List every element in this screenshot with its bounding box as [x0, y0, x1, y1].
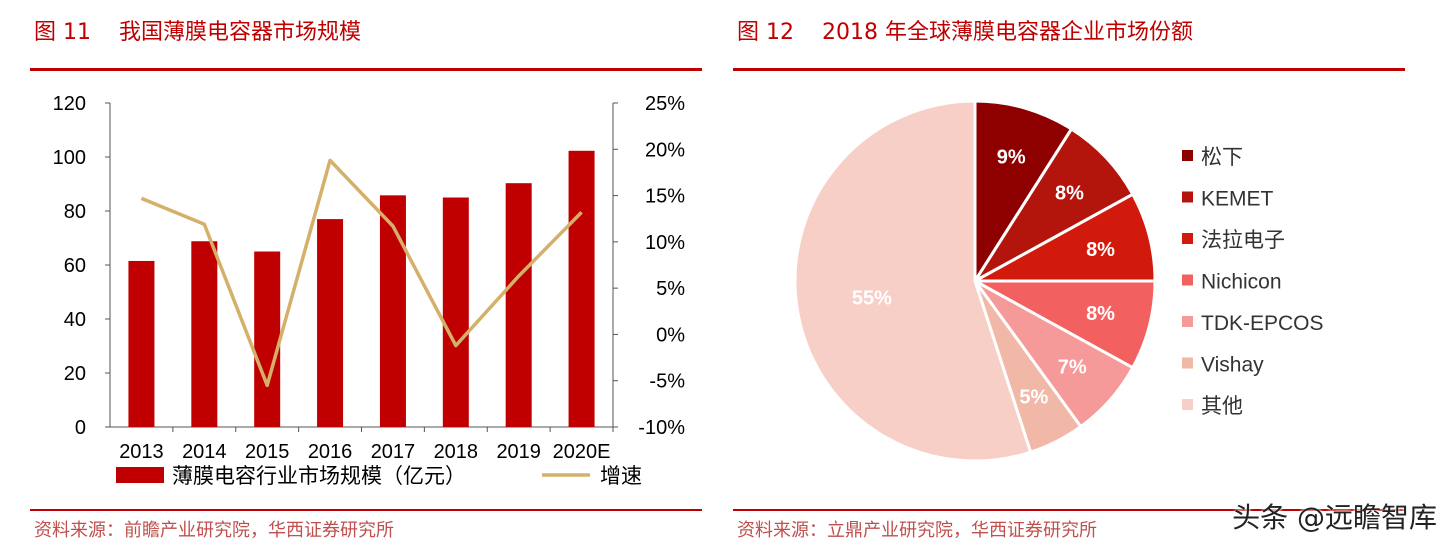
legend-swatch	[1182, 357, 1193, 369]
left-tick-label: 40	[64, 309, 86, 331]
legend-swatch	[1182, 233, 1193, 244]
bar-2013	[128, 260, 155, 427]
pie-data-label: 9%	[997, 147, 1026, 169]
pie-slice-nichicon	[974, 279, 1157, 370]
figure-11-source: 资料来源：前瞻产业研究院，华西证券研究所	[34, 520, 394, 541]
legend-swatch	[1182, 191, 1193, 203]
x-tick-label: 2018	[434, 441, 479, 463]
pie-slice--	[793, 99, 1033, 463]
right-tick-label: 20%	[645, 139, 685, 161]
x-tick-label: 2015	[245, 441, 290, 463]
legend-label: 其他	[1201, 395, 1243, 418]
figure-12-source: 资料来源：立鼎产业研究院，华西证券研究所	[737, 520, 1097, 541]
legend-bar-label: 薄膜电容行业市场规模（亿元）	[172, 465, 466, 488]
left-tick-label: 100	[53, 147, 86, 169]
legend-label: Nichicon	[1201, 271, 1282, 294]
bar-2014	[191, 241, 218, 427]
legend-bar-swatch	[116, 467, 164, 483]
legend-label: KEMET	[1201, 188, 1274, 211]
pie-data-label: 55%	[852, 287, 892, 309]
figure-11-number: 图 11	[34, 20, 91, 45]
legend-label: TDK-EPCOS	[1201, 312, 1324, 335]
pie-data-label: 8%	[1055, 182, 1084, 204]
x-tick-label: 2013	[119, 441, 164, 463]
pie-data-label: 8%	[1086, 303, 1115, 325]
right-tick-label: 15%	[645, 186, 685, 208]
figure-12-bottom-rule	[733, 509, 1405, 511]
pie-data-label: 7%	[1058, 357, 1087, 379]
growth-rate-line	[140, 158, 583, 388]
legend-label: 松下	[1201, 146, 1243, 169]
figure-11-caption: 我国薄膜电容器市场规模	[119, 20, 362, 45]
x-tick-label: 2020E	[553, 441, 611, 463]
figure-12-caption: 2018 年全球薄膜电容器企业市场份额	[822, 20, 1193, 45]
legend-label: 法拉电子	[1201, 229, 1285, 252]
bar-2019	[505, 183, 532, 427]
figure-11-top-rule	[30, 68, 702, 71]
figure-11-bottom-rule	[30, 509, 702, 511]
market-size-chart: 0 20 40 60 80 100 120 -10% -5% 0% 5% 10% 15% 20% 25% 20…	[53, 93, 686, 488]
pie-data-label: 5%	[1019, 386, 1048, 408]
right-tick-label: -10%	[638, 417, 685, 439]
left-tick-label: 20	[64, 363, 86, 385]
figure-12-title: 图 12 2018 年全球薄膜电容器企业市场份额	[737, 14, 1193, 46]
bar-2018	[442, 197, 469, 427]
legend-line-label: 增速	[600, 465, 642, 488]
watermark: 头条 @远瞻智库	[1232, 501, 1437, 534]
figure-11-title: 图 11 我国薄膜电容器市场规模	[34, 14, 361, 46]
bar-2015	[254, 251, 281, 427]
legend-swatch	[1182, 274, 1193, 286]
left-tick-label: 120	[53, 93, 86, 115]
right-tick-label: 0%	[656, 324, 685, 346]
pie-slice-kemet	[973, 126, 1135, 283]
bar-2020E	[568, 150, 595, 428]
pie-data-label: 8%	[1086, 239, 1115, 261]
left-tick-label: 0	[75, 417, 86, 439]
pie-slice--	[974, 192, 1157, 283]
figure-12-top-rule	[733, 68, 1405, 71]
pie-slice--	[973, 99, 1074, 287]
left-tick-label: 60	[64, 255, 86, 277]
bar-2016	[317, 219, 344, 427]
x-tick-label: 2014	[182, 441, 227, 463]
right-tick-label: 10%	[645, 232, 685, 254]
legend-label: Vishay	[1201, 354, 1264, 377]
figure-12-number: 图 12	[737, 20, 794, 45]
bar-2017	[379, 195, 406, 427]
left-tick-label: 80	[64, 201, 86, 223]
x-tick-label: 2016	[308, 441, 353, 463]
x-tick-label: 2017	[371, 441, 416, 463]
x-tick-label: 2019	[496, 441, 541, 463]
right-tick-label: 5%	[656, 278, 685, 300]
legend-swatch	[1182, 150, 1193, 161]
right-tick-label: -5%	[649, 371, 685, 393]
right-tick-label: 25%	[645, 93, 685, 115]
legend-swatch	[1182, 399, 1193, 410]
market-share-pie-chart: 9% 8% 8% 8% 7% 5% 55% 松下 KEMET 法拉电子 Nichicon TDK-EP…	[793, 99, 1324, 463]
legend-swatch	[1182, 316, 1193, 327]
